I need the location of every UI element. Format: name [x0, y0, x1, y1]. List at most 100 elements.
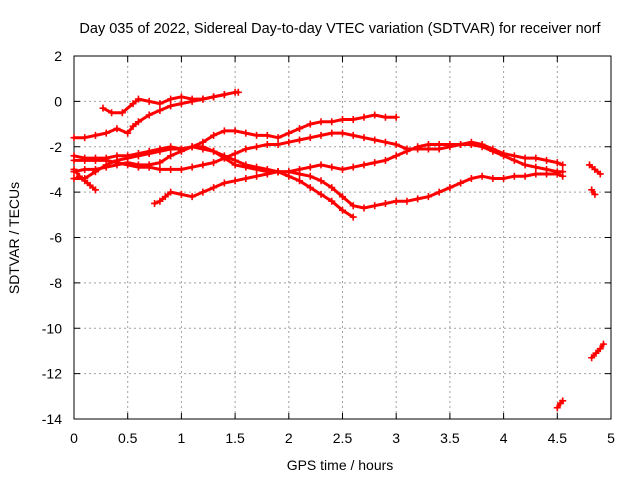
series-arc-5: [70, 143, 567, 212]
data-point: [70, 168, 78, 176]
data-point: [151, 199, 159, 207]
data-point: [124, 129, 132, 137]
data-point: [124, 161, 132, 169]
data-point: [371, 202, 379, 210]
series-arc-7: [151, 140, 567, 207]
data-point: [156, 147, 164, 155]
data-point: [129, 100, 137, 108]
y-tick-label: -4: [50, 184, 63, 200]
data-point: [559, 168, 567, 176]
data-point: [328, 197, 336, 205]
data-point: [285, 168, 293, 176]
data-point: [167, 165, 175, 173]
series-arc-12: [588, 340, 607, 362]
data-point: [553, 159, 561, 167]
data-point: [306, 172, 314, 180]
data-point: [70, 134, 78, 142]
data-point: [145, 150, 153, 158]
data-point: [392, 197, 400, 205]
data-point: [317, 190, 325, 198]
data-point: [274, 140, 282, 148]
data-point: [274, 168, 282, 176]
data-point: [478, 172, 486, 180]
data-point: [253, 163, 261, 171]
data-point: [521, 154, 529, 162]
y-tick-label: -12: [42, 366, 62, 382]
data-point: [521, 172, 529, 180]
data-point: [349, 116, 357, 124]
data-point: [253, 172, 261, 180]
data-point: [108, 109, 116, 117]
data-point: [424, 145, 432, 153]
data-point: [177, 190, 185, 198]
data-point: [317, 118, 325, 126]
data-point: [234, 88, 242, 96]
data-point: [156, 106, 164, 114]
data-point: [424, 193, 432, 201]
data-point: [435, 188, 443, 196]
data-point: [392, 113, 400, 121]
data-point: [188, 193, 196, 201]
data-point: [339, 116, 346, 124]
x-tick-label: 0: [70, 430, 78, 446]
series-arc-8: [70, 129, 567, 173]
data-point: [296, 165, 304, 173]
data-point: [543, 165, 551, 173]
data-point: [285, 138, 293, 146]
data-point: [328, 163, 336, 171]
data-point: [381, 138, 389, 146]
data-point: [167, 152, 175, 160]
data-point: [188, 163, 196, 171]
data-point: [349, 131, 357, 139]
data-point: [414, 195, 422, 203]
y-tick-label: -2: [50, 139, 63, 155]
data-point: [339, 129, 346, 137]
data-point: [489, 175, 497, 183]
data-point: [543, 156, 551, 164]
data-point: [339, 206, 346, 214]
data-point: [392, 140, 400, 148]
data-point: [199, 188, 207, 196]
y-tick-label: -10: [42, 320, 62, 336]
data-point: [381, 113, 389, 121]
data-point: [156, 159, 164, 167]
data-point: [242, 175, 250, 183]
data-point: [177, 147, 185, 155]
data-point: [81, 175, 89, 183]
data-point: [199, 161, 207, 169]
series-trace: [72, 93, 226, 140]
data-point: [81, 165, 89, 173]
data-point: [167, 145, 175, 153]
data-point: [167, 102, 175, 110]
data-point: [467, 138, 475, 146]
data-point: [457, 140, 465, 148]
y-axis-label: SDTVAR / TECUs: [6, 182, 22, 294]
y-tick-label: -6: [50, 230, 63, 246]
data-point: [306, 163, 314, 171]
data-point: [360, 113, 368, 121]
data-point: [167, 188, 175, 196]
data-point: [317, 177, 325, 185]
data-series: [70, 88, 607, 412]
data-point: [167, 95, 175, 103]
data-point: [210, 159, 218, 167]
data-point: [457, 179, 465, 187]
data-point: [500, 175, 508, 183]
data-point: [134, 152, 142, 160]
data-point: [156, 165, 164, 173]
data-point: [91, 131, 99, 139]
data-point: [134, 118, 142, 126]
data-point: [532, 163, 540, 171]
data-point: [596, 345, 604, 353]
data-point: [263, 170, 271, 178]
data-point: [360, 204, 368, 212]
data-point: [91, 165, 99, 173]
data-point: [188, 97, 196, 105]
data-point: [296, 125, 304, 133]
data-point: [113, 125, 121, 133]
data-point: [381, 199, 389, 207]
data-point: [349, 202, 357, 210]
data-point: [339, 193, 346, 201]
data-point: [156, 100, 164, 108]
data-point: [145, 163, 153, 171]
